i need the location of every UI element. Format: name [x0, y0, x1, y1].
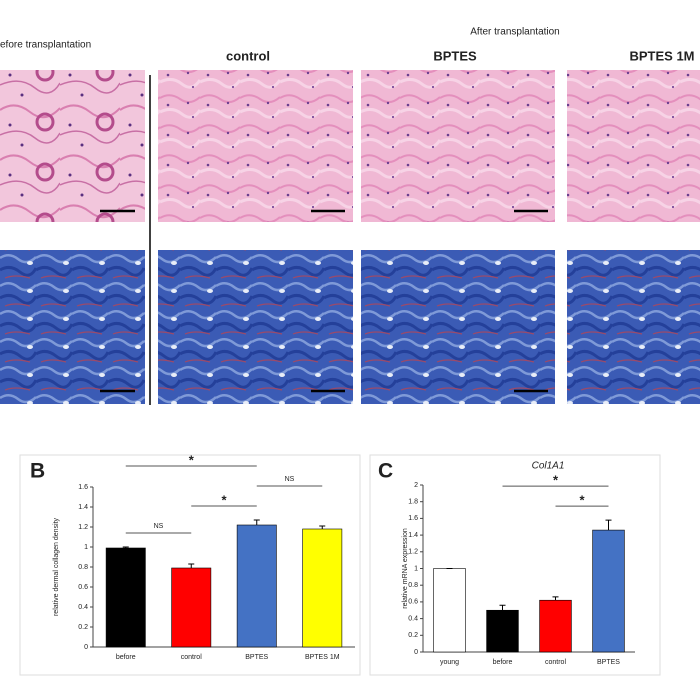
significance-label: NS: [154, 523, 164, 530]
y-tick-label: 0: [84, 644, 88, 651]
y-tick-label: 1.4: [408, 532, 418, 539]
he-image: [0, 70, 145, 222]
scale-bars: [100, 209, 548, 393]
mt-image: [567, 250, 700, 404]
error-bar: [122, 546, 129, 548]
y-tick-label: 0.4: [78, 604, 88, 611]
after-label: After transplantation: [470, 27, 560, 38]
significance-label: NS: [285, 476, 295, 483]
column-label: control: [226, 48, 270, 63]
y-tick-label: 0.4: [408, 615, 418, 622]
y-axis-label: relative dermal collagen density: [53, 517, 60, 616]
x-tick-label: BPTES: [245, 654, 268, 661]
y-axis-label: relative mRNA expression: [402, 528, 409, 609]
bar: [433, 568, 466, 653]
bar: [302, 528, 343, 648]
bar: [592, 529, 625, 653]
bar: [539, 599, 572, 653]
y-tick-label: 0.6: [408, 599, 418, 606]
significance-label: *: [221, 492, 227, 507]
y-tick-label: 0.8: [408, 582, 418, 589]
he-image: [567, 70, 700, 222]
x-tick-label: control: [545, 659, 566, 666]
x-tick-label: BPTES 1M: [305, 654, 340, 661]
chart-frame: [369, 454, 661, 676]
y-tick-label: 1.2: [408, 549, 418, 556]
y-tick-label: 1.6: [408, 515, 418, 522]
y-tick-label: 1.4: [78, 504, 88, 511]
panel-letter: C: [378, 460, 393, 483]
y-tick-label: 0: [414, 649, 418, 656]
y-tick-label: 0.8: [78, 564, 88, 571]
error-bar: [552, 596, 559, 601]
x-tick-label: BPTES: [597, 659, 620, 666]
chart-frame: [19, 454, 361, 676]
mt-image: [158, 250, 353, 404]
column-label: BPTES 1M: [629, 48, 694, 63]
y-tick-label: 2: [414, 482, 418, 489]
chart-title: Col1A1: [532, 461, 565, 472]
bar: [236, 524, 277, 648]
x-tick-label: young: [440, 659, 459, 666]
x-tick-label: before: [116, 654, 136, 661]
significance-label: *: [579, 493, 585, 508]
y-tick-label: 0.6: [78, 584, 88, 591]
y-tick-label: 0.2: [408, 632, 418, 639]
mt-image: [361, 250, 555, 404]
mt-image: [0, 250, 145, 404]
bar: [171, 567, 212, 648]
y-tick-label: 1.2: [78, 524, 88, 531]
y-tick-label: 0.2: [78, 624, 88, 631]
he-image: [158, 70, 353, 222]
panel-letter: B: [30, 460, 45, 483]
y-tick-label: 1: [414, 565, 418, 572]
column-label: BPTES: [433, 48, 477, 63]
significance-label: *: [553, 473, 559, 488]
histology-panel: efore transplantation After transplantat…: [0, 27, 700, 405]
y-tick-label: 1.8: [408, 499, 418, 506]
significance-label: *: [189, 452, 195, 467]
y-tick-label: 1.6: [78, 484, 88, 491]
error-bar: [188, 563, 195, 568]
y-tick-label: 1: [84, 544, 88, 551]
bar: [105, 547, 146, 648]
bar: [486, 609, 519, 653]
error-bar: [319, 525, 326, 529]
before-label: efore transplantation: [0, 40, 91, 51]
error-bar: [253, 519, 260, 525]
he-image: [361, 70, 555, 222]
x-tick-label: before: [493, 659, 513, 666]
error-bar: [499, 604, 506, 611]
x-tick-label: control: [181, 654, 202, 661]
error-bar: [605, 519, 612, 531]
